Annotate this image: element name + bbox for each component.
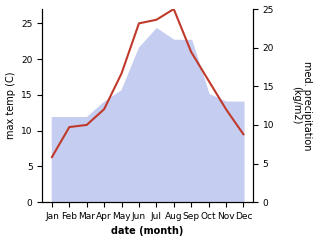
- Y-axis label: med. precipitation
(kg/m2): med. precipitation (kg/m2): [291, 61, 313, 150]
- Y-axis label: max temp (C): max temp (C): [5, 72, 16, 139]
- X-axis label: date (month): date (month): [111, 227, 184, 236]
